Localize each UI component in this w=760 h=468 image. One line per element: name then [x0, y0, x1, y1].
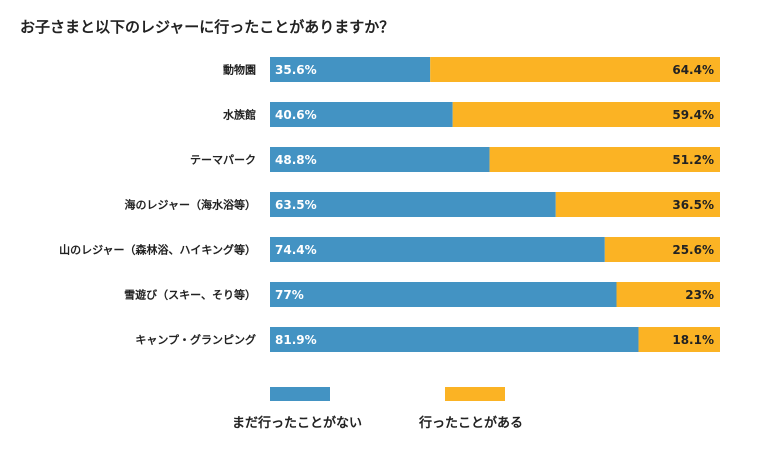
bar-not-visited: [270, 192, 556, 217]
data-label-visited: 23%: [685, 288, 714, 302]
bar-not-visited: [270, 237, 605, 262]
data-label-not-visited: 74.4%: [275, 243, 317, 257]
legend-swatch: [445, 387, 505, 401]
data-label-visited: 51.2%: [672, 153, 714, 167]
category-label: キャンプ・グランピング: [135, 333, 256, 347]
data-label-visited: 25.6%: [672, 243, 714, 257]
bar-visited: [430, 57, 720, 82]
data-label-visited: 59.4%: [672, 108, 714, 122]
legend-label: まだ行ったことがない: [232, 415, 362, 431]
legend-label: 行ったことがある: [418, 415, 523, 431]
bars-group: 動物園 35.6% 64.4% 水族館 40.6% 59.4% テーマパーク 48.8% 51.…: [59, 57, 720, 352]
data-label-not-visited: 63.5%: [275, 198, 317, 212]
bar-not-visited: [270, 147, 490, 172]
data-label-not-visited: 35.6%: [275, 63, 317, 77]
category-label: 海のレジャー（海水浴等）: [125, 198, 256, 212]
bar-not-visited: [270, 57, 431, 82]
data-label-not-visited: 81.9%: [275, 333, 317, 347]
category-label: 水族館: [223, 108, 256, 122]
bar-visited: [555, 192, 720, 217]
chart-title: お子さまと以下のレジャーに行ったことがありますか？: [20, 18, 394, 36]
legend: まだ行ったことがない 行ったことがある: [232, 387, 523, 431]
data-label-not-visited: 48.8%: [275, 153, 317, 167]
data-label-not-visited: 77%: [275, 288, 304, 302]
legend-swatch: [270, 387, 330, 401]
bar-visited: [616, 282, 720, 307]
category-label: 動物園: [223, 63, 256, 77]
data-label-visited: 64.4%: [672, 63, 714, 77]
bar-not-visited: [270, 282, 617, 307]
data-label-not-visited: 40.6%: [275, 108, 317, 122]
data-label-visited: 18.1%: [672, 333, 714, 347]
bar-visited: [489, 147, 720, 172]
category-label: 山のレジャー（森林浴、ハイキング等）: [59, 243, 256, 257]
category-label: テーマパーク: [190, 154, 256, 167]
bar-visited: [604, 237, 720, 262]
bar-visited: [638, 327, 720, 352]
bar-not-visited: [270, 102, 453, 127]
bar-visited: [452, 102, 720, 127]
bar-not-visited: [270, 327, 639, 352]
data-label-visited: 36.5%: [672, 198, 714, 212]
category-label: 雪遊び（スキー、そり等）: [124, 288, 256, 302]
